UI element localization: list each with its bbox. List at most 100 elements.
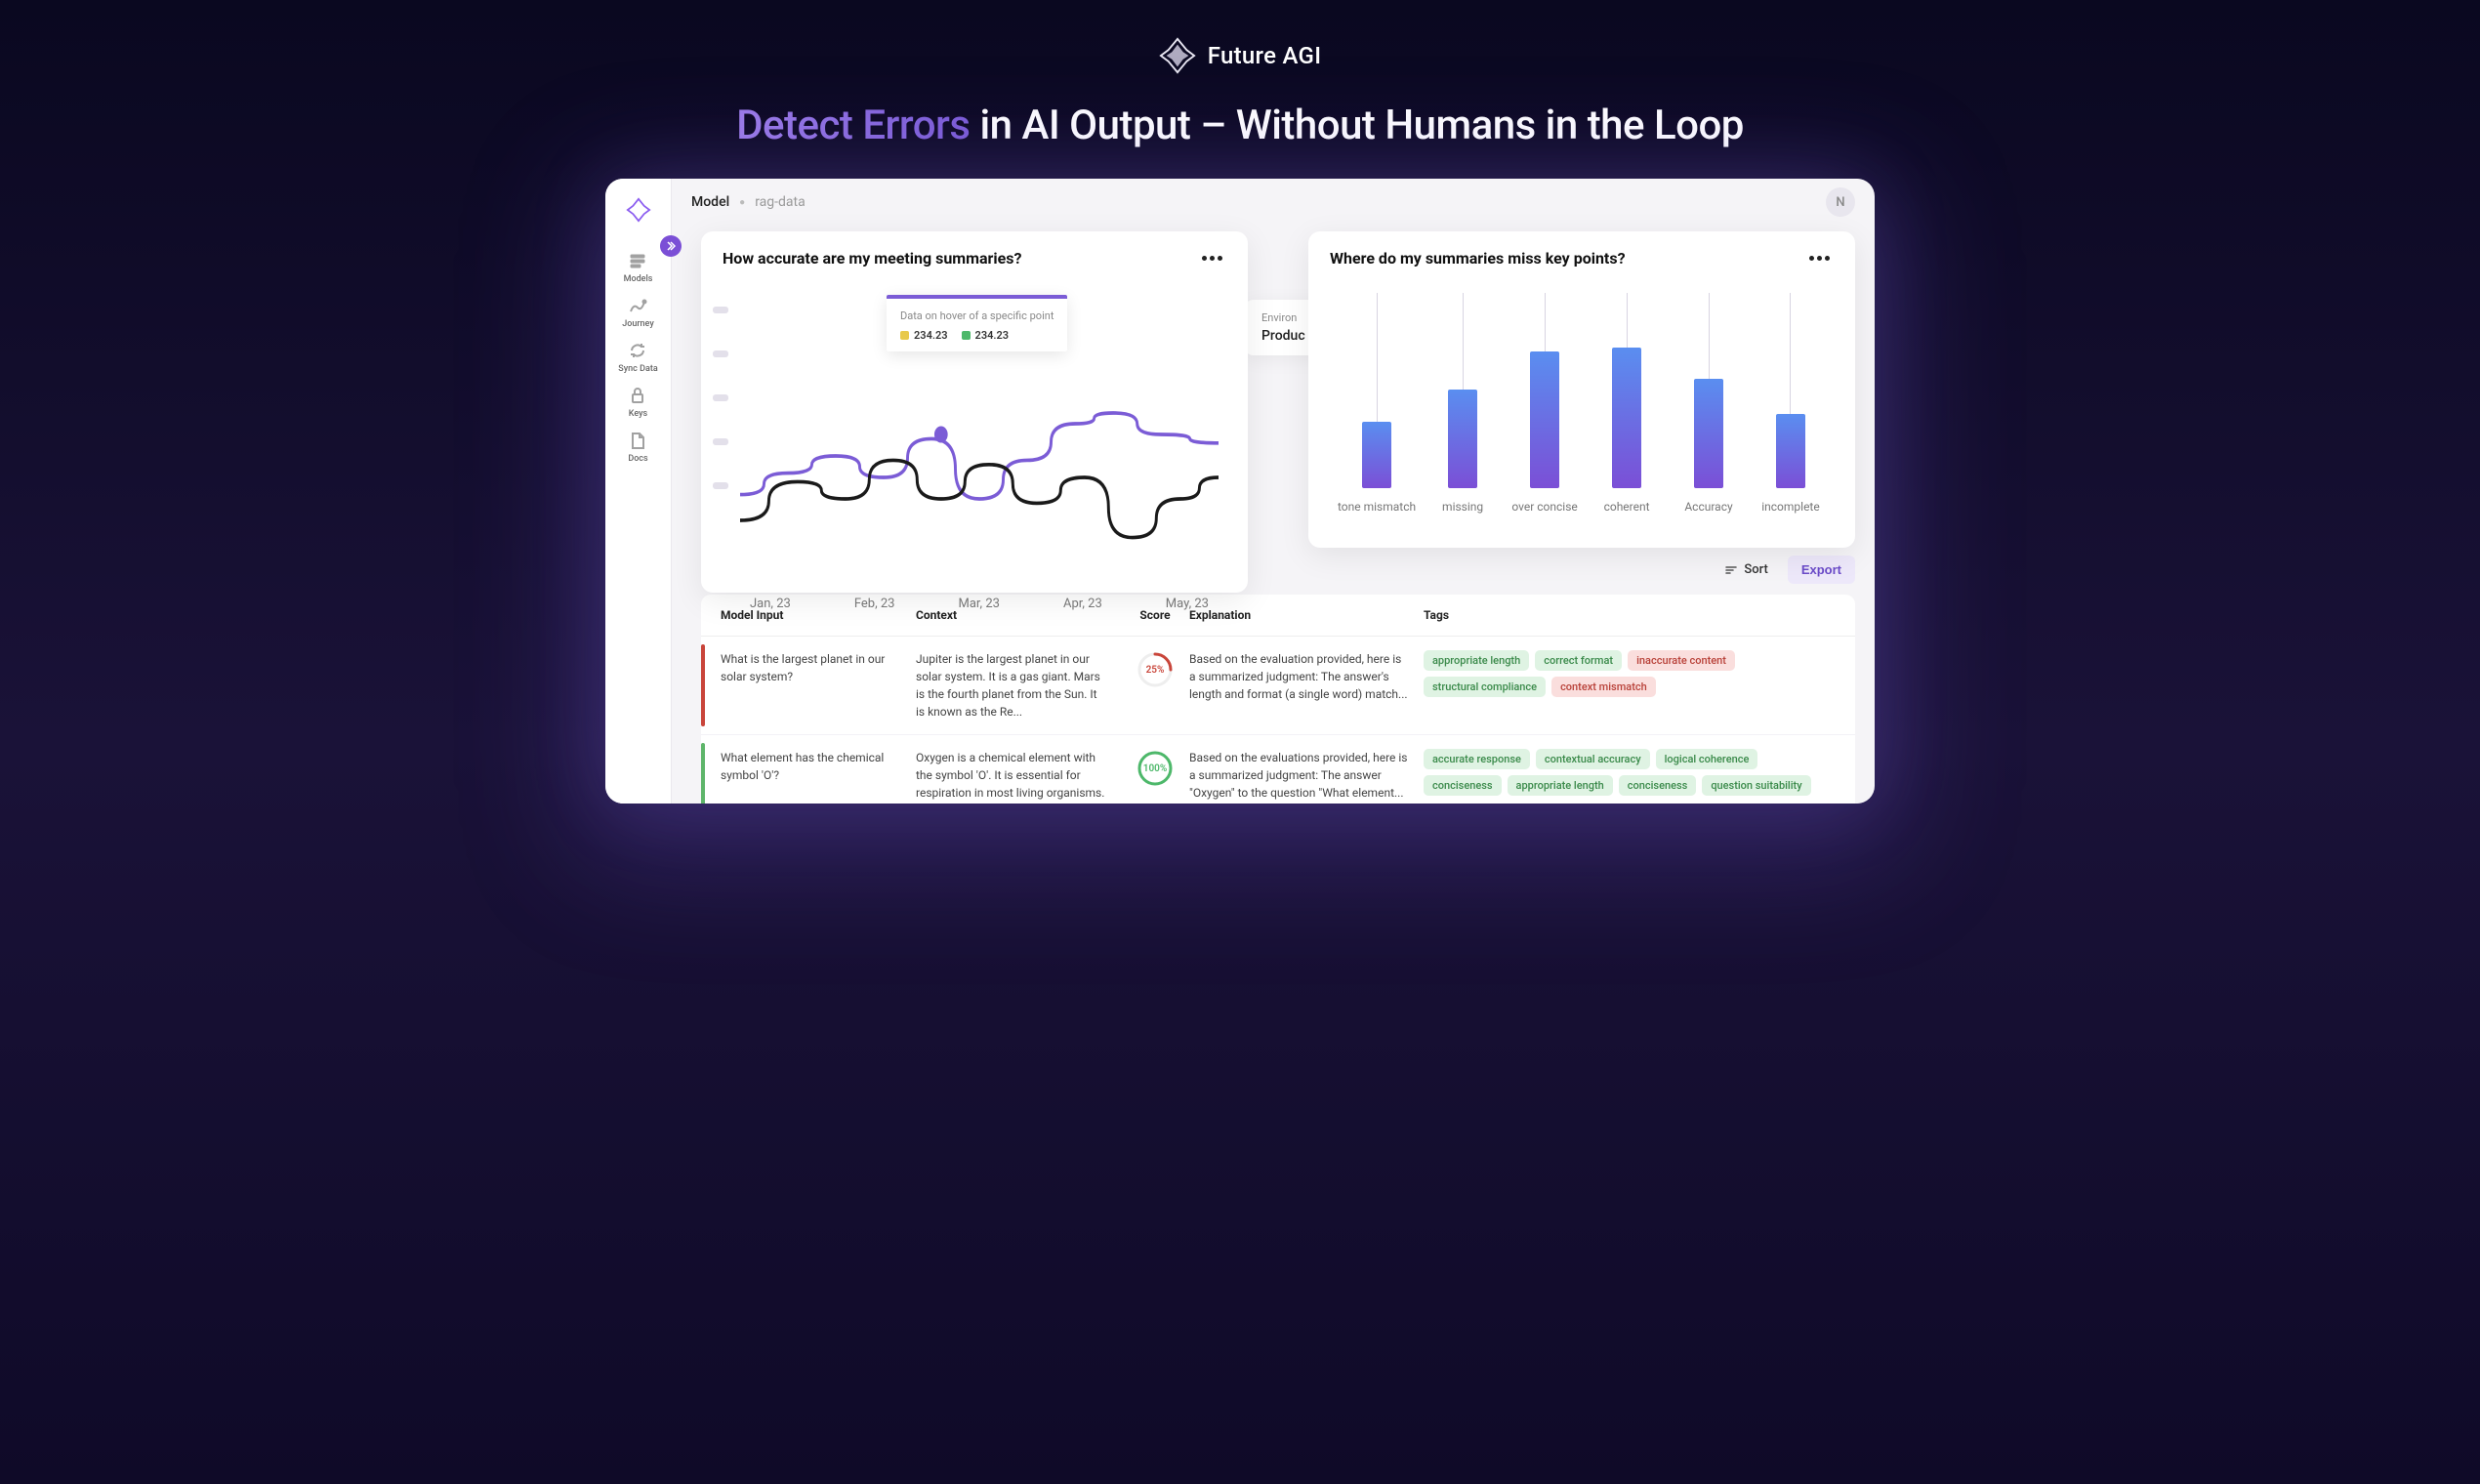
tags-container: accurate response contextual accuracy logi… [1424, 749, 1836, 796]
bar-column: tone mismatch [1338, 293, 1416, 514]
bar-label: tone mismatch [1338, 500, 1416, 514]
score-ring: 25% [1136, 650, 1175, 689]
nav-label: Keys [629, 409, 647, 419]
score-ring: 100% [1136, 749, 1175, 788]
bar-column: incomplete [1756, 293, 1826, 514]
bar [1776, 414, 1805, 488]
sync-icon [628, 341, 647, 360]
table-header-cell[interactable]: Explanation [1189, 608, 1424, 622]
breadcrumb-separator: ● [739, 197, 745, 208]
main: Model ● rag-data N Environ Produc neJuly… [672, 179, 1875, 804]
sidebar-item-docs[interactable]: Docs [618, 425, 657, 470]
tag[interactable]: conciseness [1424, 775, 1502, 796]
line-chart-card: How accurate are my meeting summaries? D… [701, 231, 1248, 593]
bar [1530, 351, 1559, 488]
sidebar-item-models[interactable]: Models [618, 245, 657, 290]
y-axis-placeholder-ticks [713, 307, 728, 489]
avatar[interactable]: N [1826, 187, 1855, 217]
x-axis-label: Mar, 23 [959, 597, 1000, 611]
bar [1362, 422, 1391, 488]
x-axis-label: Apr, 23 [1063, 597, 1102, 611]
headline-accent: Detect Errors [736, 102, 970, 149]
headline: Detect Errors in AI Output – Without Hum… [0, 102, 2480, 149]
bar-chart-title: Where do my summaries miss key points? [1330, 249, 1626, 268]
x-axis-label: Jan, 23 [750, 597, 791, 611]
x-axis-label: Feb, 23 [854, 597, 895, 611]
line-chart-more-button[interactable] [1198, 252, 1226, 265]
tag[interactable]: question suitability [1702, 775, 1810, 796]
breadcrumb-main[interactable]: Model [691, 194, 729, 210]
app-logo-icon [625, 196, 652, 224]
bar-column: Accuracy [1674, 293, 1744, 514]
bar-column: coherent [1591, 293, 1662, 514]
bar-column: missing [1427, 293, 1498, 514]
tooltip-series-value: 234.23 [900, 329, 948, 342]
sort-button[interactable]: Sort [1715, 556, 1778, 583]
line-chart-title: How accurate are my meeting summaries? [723, 249, 1021, 268]
bar-column: over concise [1509, 293, 1580, 514]
nav-label: Sync Data [618, 364, 657, 374]
app-shell: Models Journey Sync Data Keys Docs Model ● r… [605, 179, 1875, 804]
tag[interactable]: contextual accuracy [1536, 749, 1650, 769]
bar-label: coherent [1604, 500, 1650, 514]
table-header-cell[interactable]: Tags [1424, 608, 1836, 622]
cell-input: What is the largest planet in our solar … [721, 650, 900, 685]
hero: Future AGI Detect Errors in AI Output – … [0, 0, 2480, 179]
cell-explanation: Based on the evaluations provided, here … [1189, 749, 1408, 802]
table-actions: Sort Export [1715, 556, 1855, 584]
headline-rest: in AI Output – Without Humans in the Loo… [971, 102, 1744, 149]
bar-chart-card: Where do my summaries miss key points? t… [1308, 231, 1855, 548]
sort-label: Sort [1744, 562, 1768, 577]
line-chart-svg [740, 370, 1219, 585]
tag[interactable]: context mismatch [1551, 677, 1656, 697]
tags-container: appropriate length correct format inaccura… [1424, 650, 1836, 697]
sidebar-item-sync[interactable]: Sync Data [618, 335, 657, 380]
tooltip-series-value: 234.23 [962, 329, 1010, 342]
tag[interactable]: appropriate length [1508, 775, 1613, 796]
tag[interactable]: accurate response [1424, 749, 1530, 769]
results-table: Model InputContextScoreExplanationTags W… [701, 595, 1855, 804]
tag[interactable]: appropriate length [1424, 650, 1529, 671]
tag[interactable]: inaccurate content [1628, 650, 1735, 671]
score-value: 100% [1136, 749, 1175, 788]
tag[interactable]: correct format [1535, 650, 1622, 671]
nav-label: Models [624, 274, 653, 284]
brand-logo-icon [1159, 37, 1196, 74]
bar-label: missing [1442, 500, 1483, 514]
tag[interactable]: conciseness [1619, 775, 1697, 796]
bar [1694, 379, 1723, 488]
tooltip-text: Data on hover of a specific point [900, 309, 1054, 323]
line-series-a [740, 413, 1219, 499]
cell-input: What element has the chemical symbol 'O'… [721, 749, 900, 784]
nav-label: Docs [628, 454, 647, 464]
cell-context: Oxygen is a chemical element with the sy… [916, 749, 1105, 804]
content: Environ Produc neJulyAugustSeptember How… [672, 226, 1875, 804]
bar-label: over concise [1511, 500, 1577, 514]
docs-icon [628, 431, 647, 450]
sidebar-item-journey[interactable]: Journey [618, 290, 657, 335]
chart-tooltip: Data on hover of a specific point 234.23… [887, 295, 1067, 351]
sidebar-expand-button[interactable] [660, 235, 682, 257]
breadcrumb-sub: rag-data [755, 194, 806, 210]
tag[interactable]: structural compliance [1424, 677, 1546, 697]
export-button[interactable]: Export [1788, 556, 1855, 584]
table-row[interactable]: What is the largest planet in our solar … [701, 637, 1855, 735]
models-icon [628, 251, 647, 270]
nav-label: Journey [622, 319, 653, 329]
brand-row: Future AGI [0, 37, 2480, 74]
table-row[interactable]: What element has the chemical symbol 'O'… [701, 735, 1855, 804]
highlight-dot [934, 426, 948, 442]
x-axis-label: May, 23 [1166, 597, 1209, 611]
bar-chart-more-button[interactable] [1805, 252, 1834, 265]
sidebar-item-keys[interactable]: Keys [618, 380, 657, 425]
sort-icon [1724, 563, 1738, 577]
bar [1448, 390, 1477, 488]
cell-context: Jupiter is the largest planet in our sol… [916, 650, 1105, 721]
tag[interactable]: logical coherence [1656, 749, 1758, 769]
bar [1612, 348, 1641, 488]
bar-label: Accuracy [1684, 500, 1732, 514]
cell-explanation: Based on the evaluation provided, here i… [1189, 650, 1408, 703]
bar-label: incomplete [1761, 500, 1820, 514]
journey-icon [628, 296, 647, 315]
score-value: 25% [1136, 650, 1175, 689]
